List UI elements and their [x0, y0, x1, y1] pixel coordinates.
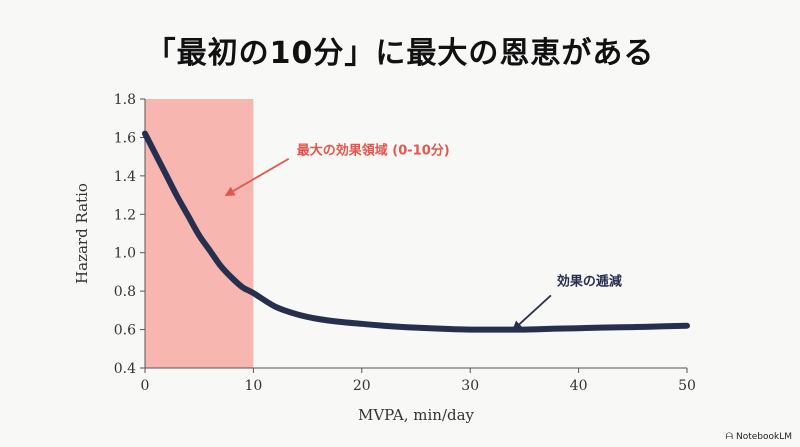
annotation-label: 最大の効果領域 (0-10分) — [297, 143, 450, 159]
brand-watermark: ᗩ NotebookLM — [725, 432, 792, 442]
annotation-arrow — [512, 294, 552, 331]
y-tick-label: 1.2 — [114, 207, 136, 223]
brand-name: NotebookLM — [735, 432, 792, 442]
annotation-arrow — [224, 157, 290, 197]
y-tick-label: 1.0 — [114, 246, 136, 262]
y-tick-label: 0.4 — [114, 361, 136, 377]
page-title: 「最初の10分」に最大の恩恵がある — [145, 36, 655, 71]
x-tick-label: 10 — [244, 378, 262, 394]
x-tick-label: 40 — [570, 378, 588, 394]
series-line — [142, 130, 690, 333]
x-tick-label: 30 — [461, 378, 479, 394]
x-tick-label: 50 — [678, 378, 696, 394]
y-tick-label: 1.8 — [114, 92, 136, 108]
y-tick-label: 1.4 — [114, 169, 136, 185]
x-tick-label: 0 — [141, 378, 150, 394]
x-tick-label: 20 — [353, 378, 371, 394]
notebooklm-logo-icon: ᗩ — [725, 432, 733, 442]
y-tick-label: 0.8 — [114, 284, 136, 300]
y-axis-label: Hazard Ratio — [73, 183, 91, 284]
x-axis-label: MVPA, min/day — [358, 406, 475, 424]
y-tick-label: 0.6 — [114, 323, 136, 339]
y-tick-label: 1.6 — [114, 130, 136, 146]
annotation-label: 効果の逓減 — [557, 273, 622, 289]
